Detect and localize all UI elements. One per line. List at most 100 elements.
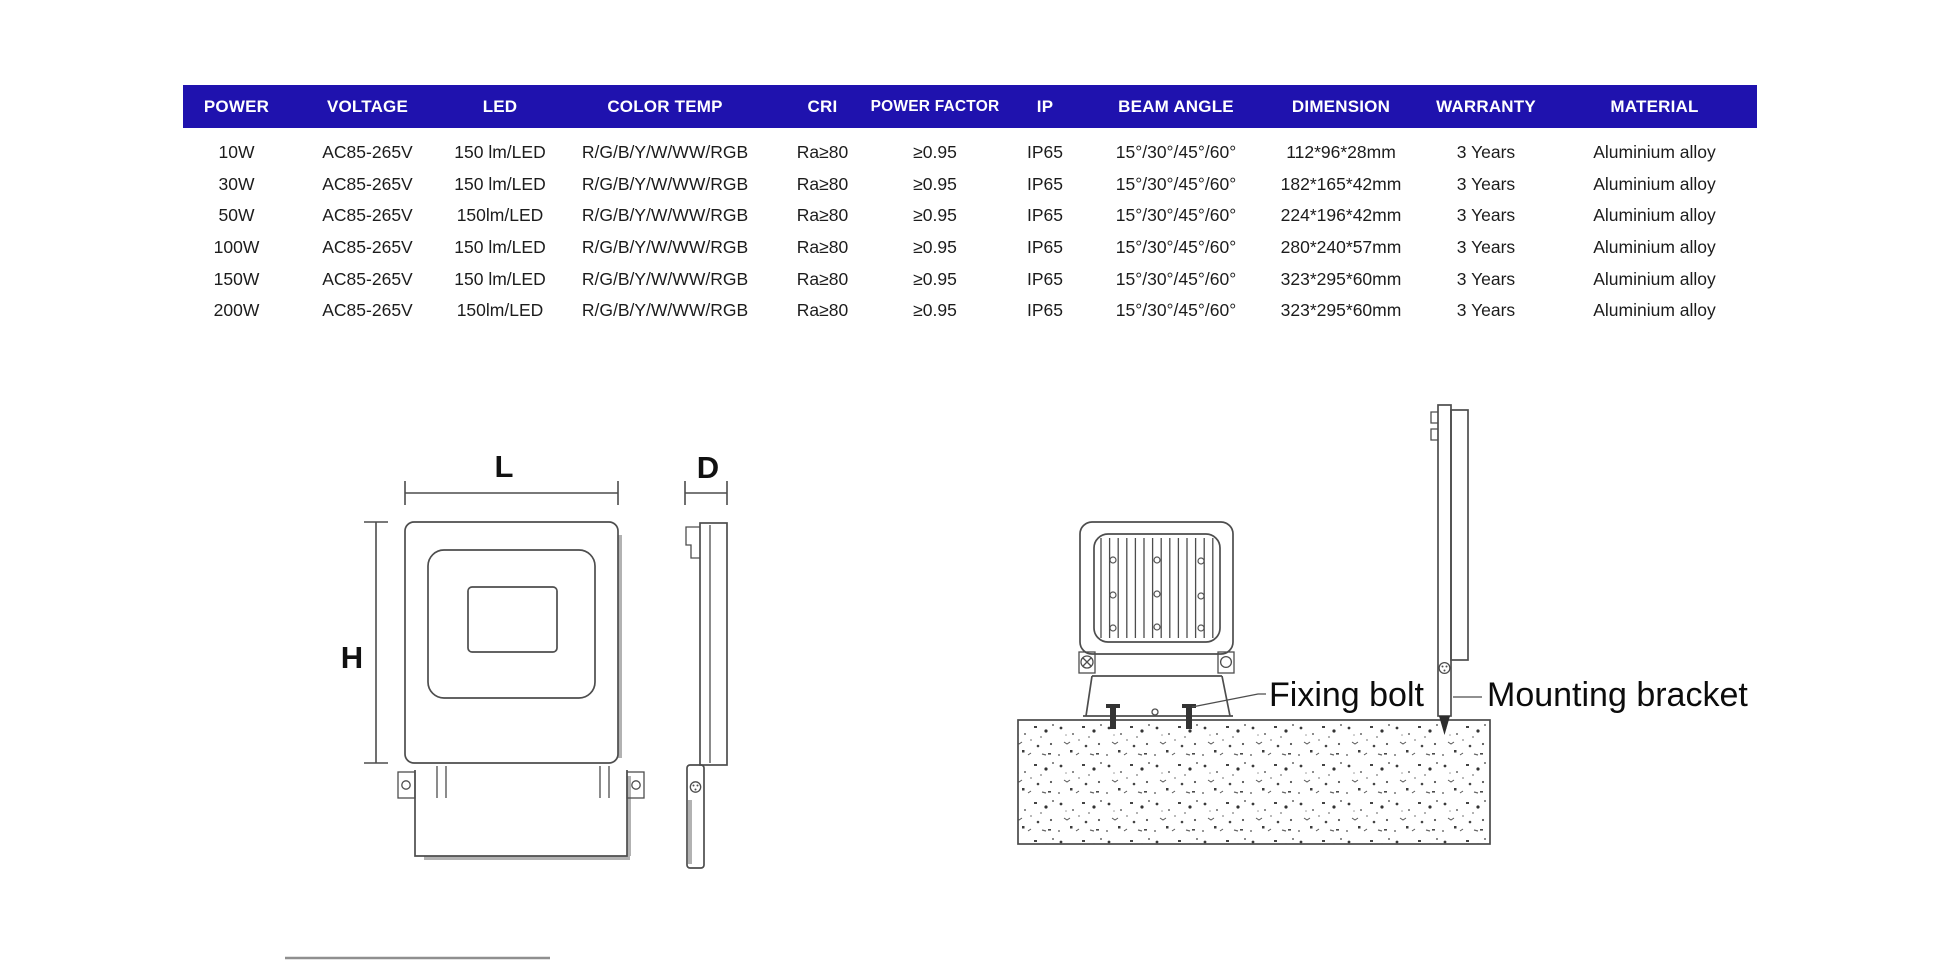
height-dimension-label: H (341, 640, 363, 675)
column-header: DIMENSION (1262, 85, 1420, 128)
concrete-base (1017, 719, 1491, 845)
table-cell: R/G/B/Y/W/WW/RGB (581, 268, 749, 289)
table-cell: 3 Years (1456, 205, 1516, 226)
table-cell: ≥0.95 (913, 300, 957, 321)
column-header: COLOR TEMP (555, 85, 775, 128)
table-cell: Aluminium alloy (1593, 142, 1716, 163)
length-dimension-label: L (495, 449, 514, 484)
table-cell: ≥0.95 (913, 205, 957, 226)
table-row: 150W AC85-265V 150 lm/LED R/G/B/Y/W/WW/RGB R… (183, 263, 1757, 295)
table-cell: AC85-265V (322, 237, 413, 258)
column-header: LED (445, 85, 555, 128)
table-cell: 200W (213, 300, 260, 321)
heatsink-screws (1109, 556, 1205, 632)
fixing-bolt-label: Fixing bolt (1269, 676, 1425, 714)
table-cell: IP65 (1027, 142, 1063, 163)
table-cell: 10W (218, 142, 255, 163)
table-cell: R/G/B/Y/W/WW/RGB (581, 173, 749, 194)
table-cell: ≥0.95 (913, 173, 957, 194)
table-cell: Aluminium alloy (1593, 268, 1716, 289)
spec-table-body: 10W AC85-265V 150 lm/LED R/G/B/Y/W/WW/RGB Ra… (183, 128, 1757, 327)
table-cell: IP65 (1027, 300, 1063, 321)
table-cell: 150 lm/LED (454, 142, 546, 163)
table-cell: 3 Years (1456, 237, 1516, 258)
depth-dimension-label: D (697, 450, 719, 485)
table-cell: 150W (213, 268, 260, 289)
table-cell: Aluminium alloy (1593, 300, 1716, 321)
table-cell: 323*295*60mm (1280, 268, 1402, 289)
floodlight-side-body (685, 522, 728, 869)
table-cell: IP65 (1027, 237, 1063, 258)
table-cell: AC85-265V (322, 142, 413, 163)
table-cell: 150lm/LED (456, 300, 544, 321)
table-cell: 30W (218, 173, 255, 194)
technical-drawings: L H D (285, 404, 1748, 960)
table-cell: 15°/30°/45°/60° (1115, 173, 1237, 194)
hinge-right (1217, 651, 1235, 674)
fixing-bolt-leader-line (1191, 693, 1266, 708)
table-cell: 112*96*28mm (1286, 142, 1396, 163)
column-header: CRI (775, 85, 870, 128)
table-cell: Ra≥80 (796, 237, 849, 258)
table-cell: IP65 (1027, 268, 1063, 289)
installation-diagram: Fixing bolt Mounting bracket (1017, 404, 1748, 845)
height-dimension: H (341, 521, 388, 764)
side-view-diagram: D (684, 450, 728, 869)
table-row: 50W AC85-265V 150lm/LED R/G/B/Y/W/WW/RGB Ra≥… (183, 200, 1757, 232)
table-cell: Ra≥80 (796, 142, 849, 163)
depth-dimension: D (684, 450, 728, 505)
floodlight-rear-view (1078, 521, 1235, 729)
table-cell: 3 Years (1456, 300, 1516, 321)
table-cell: AC85-265V (322, 173, 413, 194)
mounting-bracket-label: Mounting bracket (1487, 676, 1748, 714)
table-cell: 100W (213, 237, 260, 258)
table-cell: 15°/30°/45°/60° (1115, 142, 1237, 163)
front-view-bracket (397, 766, 645, 860)
table-cell: Ra≥80 (796, 300, 849, 321)
spec-table-header: POWER VOLTAGE LED COLOR TEMP CRI POWER FACTOR… (183, 85, 1757, 128)
length-dimension: L (404, 449, 619, 505)
table-cell: ≥0.95 (913, 237, 957, 258)
column-header: POWER (183, 85, 290, 128)
table-cell: 224*196*42mm (1280, 205, 1402, 226)
table-cell: Ra≥80 (796, 173, 849, 194)
table-cell: Aluminium alloy (1593, 205, 1716, 226)
column-header: MATERIAL (1552, 85, 1757, 128)
table-cell: AC85-265V (322, 300, 413, 321)
header-row: POWER VOLTAGE LED COLOR TEMP CRI POWER FACTOR… (183, 85, 1757, 128)
table-row: 10W AC85-265V 150 lm/LED R/G/B/Y/W/WW/RGB Ra… (183, 137, 1757, 169)
table-cell: R/G/B/Y/W/WW/RGB (581, 237, 749, 258)
table-cell: ≥0.95 (913, 142, 957, 163)
table-row: 200W AC85-265V 150lm/LED R/G/B/Y/W/WW/RGB Ra… (183, 295, 1757, 327)
spec-table: POWER VOLTAGE LED COLOR TEMP CRI POWER FACTOR… (183, 85, 1757, 327)
table-cell: 3 Years (1456, 268, 1516, 289)
table-row: 100W AC85-265V 150 lm/LED R/G/B/Y/W/WW/RGB R… (183, 232, 1757, 264)
table-cell: ≥0.95 (913, 268, 957, 289)
table-cell: Aluminium alloy (1593, 173, 1716, 194)
table-cell: 323*295*60mm (1280, 300, 1402, 321)
fixing-bolts (1106, 704, 1196, 729)
column-header: POWER FACTOR (870, 85, 1000, 128)
mounting-bracket-side (1430, 404, 1469, 735)
table-cell: 15°/30°/45°/60° (1115, 300, 1237, 321)
table-cell: 182*165*42mm (1280, 173, 1402, 194)
table-cell: Ra≥80 (796, 268, 849, 289)
hinge-left (1078, 651, 1096, 674)
table-cell: R/G/B/Y/W/WW/RGB (581, 205, 749, 226)
table-cell: IP65 (1027, 205, 1063, 226)
column-header: WARRANTY (1420, 85, 1552, 128)
mounting-yoke (1083, 675, 1233, 717)
table-cell: 15°/30°/45°/60° (1115, 237, 1237, 258)
table-cell: AC85-265V (322, 205, 413, 226)
table-row: 30W AC85-265V 150 lm/LED R/G/B/Y/W/WW/RGB Ra… (183, 169, 1757, 201)
floodlight-front-body (404, 521, 622, 764)
table-cell: R/G/B/Y/W/WW/RGB (581, 142, 749, 163)
table-cell: 15°/30°/45°/60° (1115, 205, 1237, 226)
table-cell: 3 Years (1456, 173, 1516, 194)
table-cell: 150 lm/LED (454, 237, 546, 258)
front-view-diagram: L H (285, 449, 645, 960)
table-cell: 15°/30°/45°/60° (1115, 268, 1237, 289)
table-cell: AC85-265V (322, 268, 413, 289)
table-cell: 150lm/LED (456, 205, 544, 226)
table-cell: 150 lm/LED (454, 173, 546, 194)
